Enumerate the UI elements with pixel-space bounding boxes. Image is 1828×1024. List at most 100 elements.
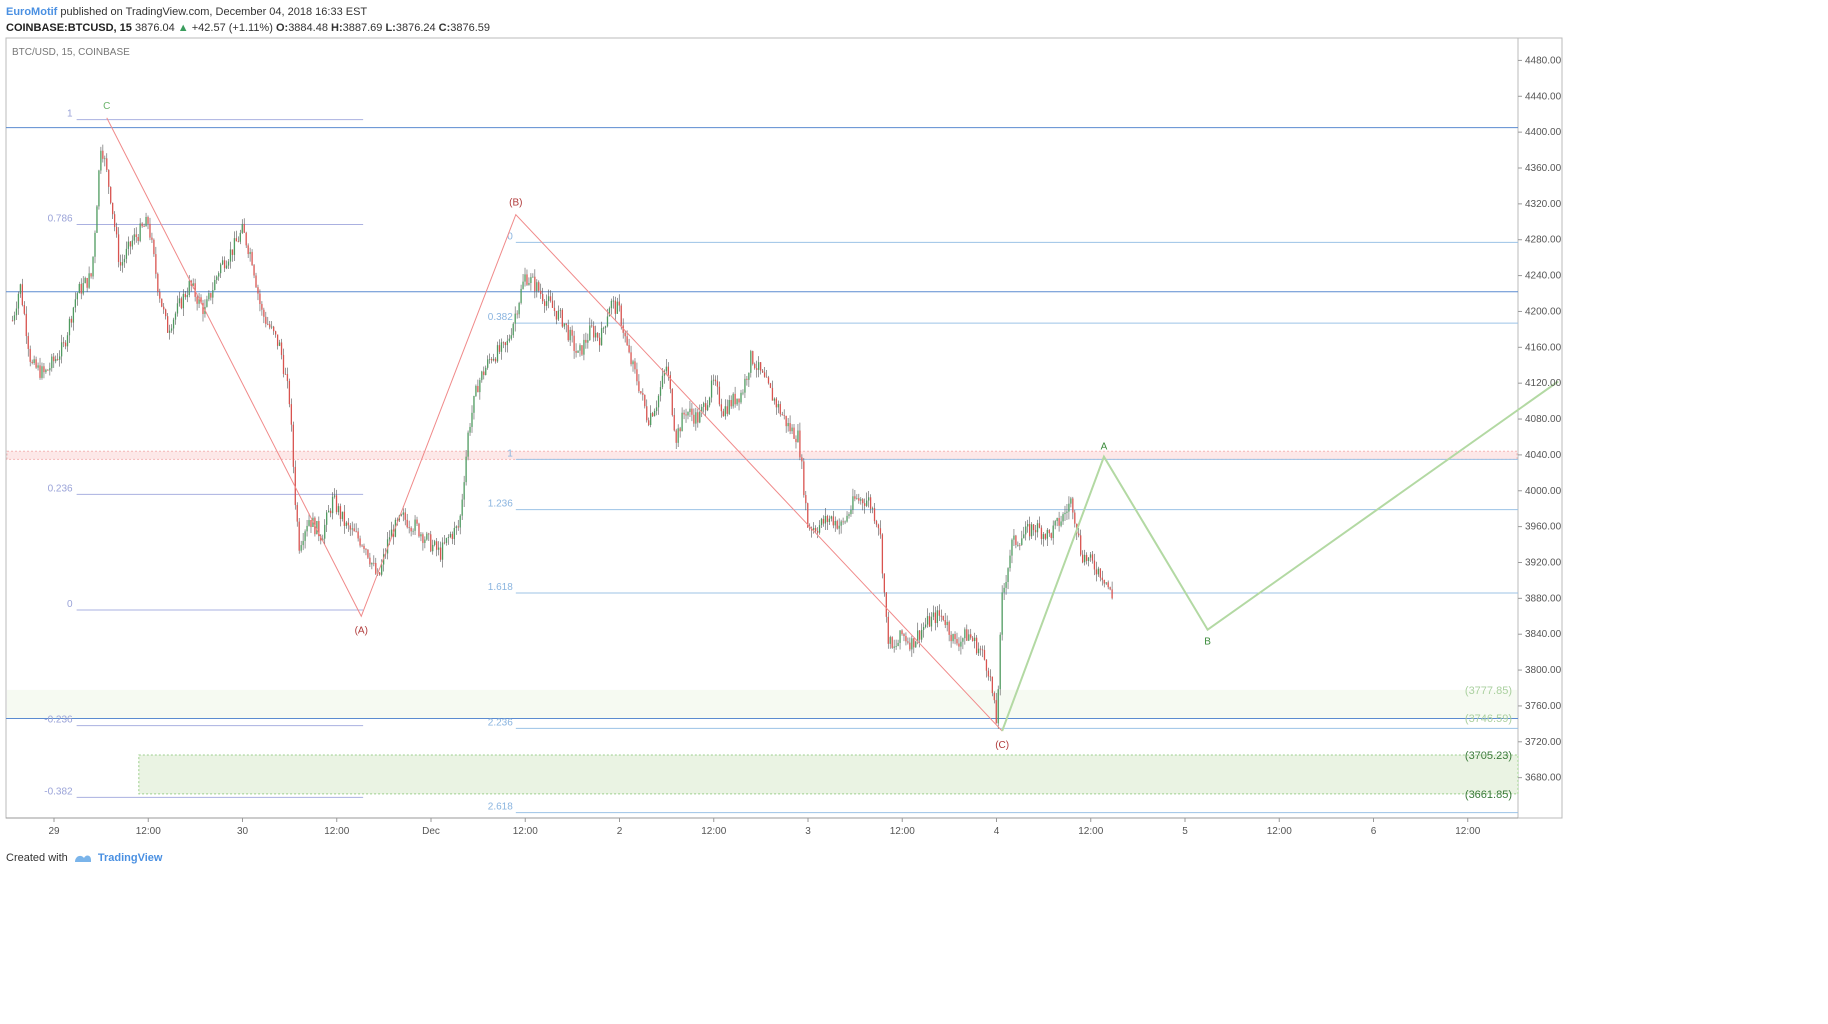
candle-down [367, 549, 369, 558]
candle-down [993, 693, 995, 701]
last-price: 3876.04 [134, 22, 175, 34]
author-link[interactable]: EuroMotif [6, 6, 58, 18]
candle-down [25, 313, 27, 337]
candle-down [320, 536, 322, 541]
candle-up [487, 359, 489, 368]
candle-down [237, 241, 239, 243]
candle-down [23, 305, 25, 314]
y-tick-label: 4280.00 [1525, 235, 1562, 246]
candle-up [924, 624, 927, 628]
price-axis[interactable] [1517, 37, 1563, 819]
candle-up [198, 297, 200, 304]
candle-up [1083, 554, 1086, 563]
candle-up [813, 527, 815, 531]
x-tick-label: 5 [1182, 826, 1188, 837]
candle-up [1009, 555, 1011, 569]
candle-up [610, 300, 613, 309]
candle-up [708, 397, 711, 406]
candle-down [1109, 587, 1111, 590]
candle-up [414, 519, 416, 531]
candle-down [966, 629, 968, 641]
candle-up [402, 512, 404, 515]
candle-down [273, 326, 275, 332]
tradingview-brand-link[interactable]: TradingView [97, 852, 163, 864]
y-tick-label: 4080.00 [1525, 414, 1562, 425]
candle-down [581, 345, 583, 355]
candle-down [1111, 589, 1113, 599]
candle-down [683, 412, 685, 415]
candle-up [485, 367, 487, 376]
candle-down [803, 461, 805, 496]
candle-down [869, 497, 872, 509]
candle-up [388, 537, 391, 540]
candle-up [1070, 498, 1072, 504]
candle-down [885, 592, 887, 617]
candle-down [184, 293, 186, 298]
candle-down [887, 616, 889, 644]
candle-down [410, 527, 412, 532]
candle-down [705, 403, 707, 411]
candle-down [826, 516, 829, 523]
candle-up [997, 689, 999, 724]
candle-down [21, 284, 23, 306]
candle-down [793, 427, 795, 439]
candle-down [57, 359, 59, 360]
candle-up [74, 299, 77, 308]
candle-up [871, 508, 874, 510]
candle-up [400, 514, 402, 516]
fib1-level-label: -0.382 [44, 786, 73, 797]
candle-up [791, 427, 793, 432]
candle-down [47, 369, 49, 371]
candle-up [846, 515, 848, 522]
candle-up [569, 329, 571, 341]
candle-up [1105, 582, 1107, 584]
candle-down [789, 423, 791, 432]
candle-up [532, 276, 534, 278]
candle-up [479, 380, 481, 393]
candle-down [265, 316, 267, 324]
candle-up [530, 277, 532, 283]
candle-up [78, 283, 80, 294]
candle-up [432, 544, 434, 552]
candle-down [296, 505, 298, 522]
candle-down [877, 524, 880, 529]
candle-down [404, 512, 406, 520]
elliott-wave-red-path[interactable] [106, 117, 1003, 732]
candle-up [930, 616, 933, 627]
candle-up [121, 262, 124, 266]
candle-down [730, 399, 732, 407]
candle-up [306, 525, 308, 532]
candle-down [673, 415, 675, 431]
candle-down [318, 521, 320, 537]
fib2-level-label: 0 [507, 231, 513, 242]
candle-up [612, 300, 615, 302]
candle-up [577, 350, 579, 353]
candle-up [665, 366, 668, 372]
candle-up [465, 456, 467, 483]
candle-up [192, 283, 194, 286]
candle-down [593, 325, 595, 338]
candle-up [632, 361, 634, 365]
candle-down [274, 331, 277, 335]
candle-up [1056, 518, 1058, 522]
candle-up [390, 529, 393, 538]
candle-down [286, 374, 289, 382]
candle-up [100, 150, 102, 171]
candle-down [1082, 554, 1084, 563]
candle-down [147, 216, 149, 224]
projection-wave-green-path[interactable] [1001, 380, 1559, 732]
candle-down [648, 420, 650, 425]
candle-down [202, 302, 204, 315]
candle-down [490, 358, 493, 361]
candle-down [137, 236, 139, 241]
candle-down [1032, 524, 1035, 531]
candle-up [471, 412, 473, 427]
candle-down [165, 309, 167, 317]
candle-down [243, 223, 245, 233]
candle-down [1091, 554, 1094, 561]
y-tick-label: 3800.00 [1525, 665, 1562, 676]
candle-down [636, 369, 638, 382]
candle-up [225, 265, 228, 269]
